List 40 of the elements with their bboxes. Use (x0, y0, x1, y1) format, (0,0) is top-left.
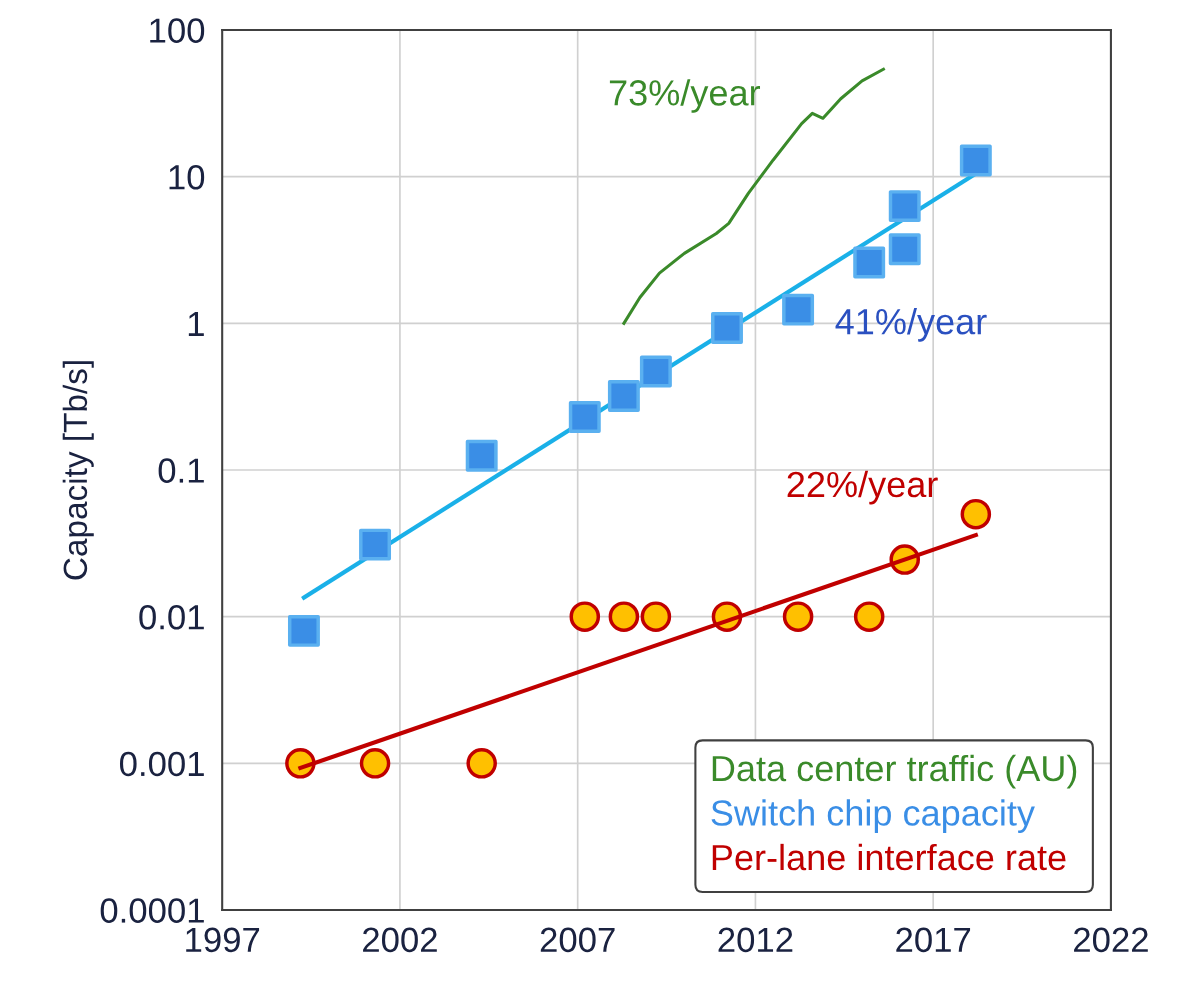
x-tick-label: 2022 (1074, 927, 1148, 953)
y-tick-label: 0.001 (119, 751, 204, 777)
text: Per-lane interface rate (712, 843, 1066, 871)
point (959, 144, 992, 177)
y-tick-label: 0.1 (158, 458, 204, 483)
point (608, 601, 640, 632)
point (960, 498, 992, 530)
point (639, 355, 672, 388)
x-tick-label: 2002 (363, 927, 437, 953)
x-tick-label: 2017 (896, 927, 971, 953)
y-axis-title: Capacity [Tb/s] (62, 361, 94, 580)
point (287, 614, 320, 647)
point (466, 748, 497, 779)
x-tick-label: 2007 (540, 927, 615, 953)
point (607, 379, 640, 412)
point (782, 293, 815, 326)
point (888, 233, 921, 266)
annotation: 41%/year (835, 307, 987, 342)
y-tick-label: 0.01 (139, 605, 204, 630)
point (640, 601, 672, 632)
y-tick-label: 10 (169, 165, 205, 190)
text: Switch chip capacity (711, 799, 1035, 833)
point (853, 601, 885, 632)
x-tick-label: 1997 (186, 927, 260, 953)
annotation: 73%/year (609, 79, 761, 113)
y-tick-label: 0.0001 (100, 898, 204, 923)
point (568, 400, 601, 433)
point (782, 601, 814, 632)
annotation: 22%/year (787, 470, 938, 505)
y-tick-label: 1 (188, 312, 204, 336)
point (853, 246, 886, 279)
point (359, 748, 391, 779)
point (465, 439, 498, 472)
point (711, 311, 743, 344)
text: Data center traffic (AU) (712, 754, 1077, 789)
y-tick-label: 100 (150, 18, 205, 43)
point (359, 528, 392, 561)
x-tick-label: 2012 (718, 927, 793, 953)
point (569, 601, 601, 632)
point (888, 190, 921, 223)
